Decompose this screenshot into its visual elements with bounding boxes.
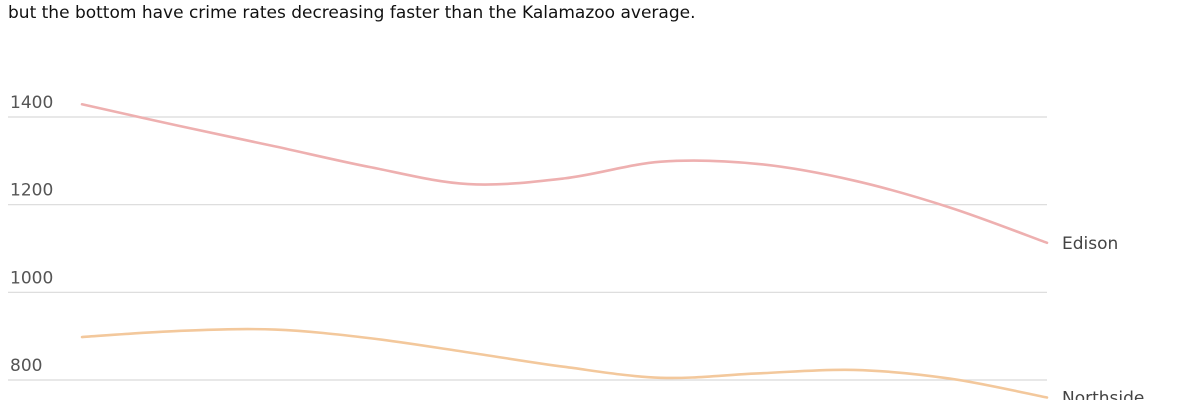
y-tick-label: 1000: [10, 268, 53, 288]
y-tick-label: 800: [10, 356, 42, 376]
y-tick-label: 1400: [10, 93, 53, 113]
gridlines: [8, 116, 1047, 381]
series-label-edison: Edison: [1062, 234, 1118, 254]
labels: 800 1000 1200 1400 Edison Northside: [10, 93, 1144, 400]
series-lines: [80, 102, 1049, 399]
series-line-edison: [80, 102, 1049, 245]
series-label-northside: Northside: [1062, 389, 1144, 400]
series-line-northside: [80, 327, 1049, 399]
chart-caption: but the bottom have crime rates decreasi…: [8, 3, 696, 23]
y-tick-label: 1200: [10, 181, 53, 201]
